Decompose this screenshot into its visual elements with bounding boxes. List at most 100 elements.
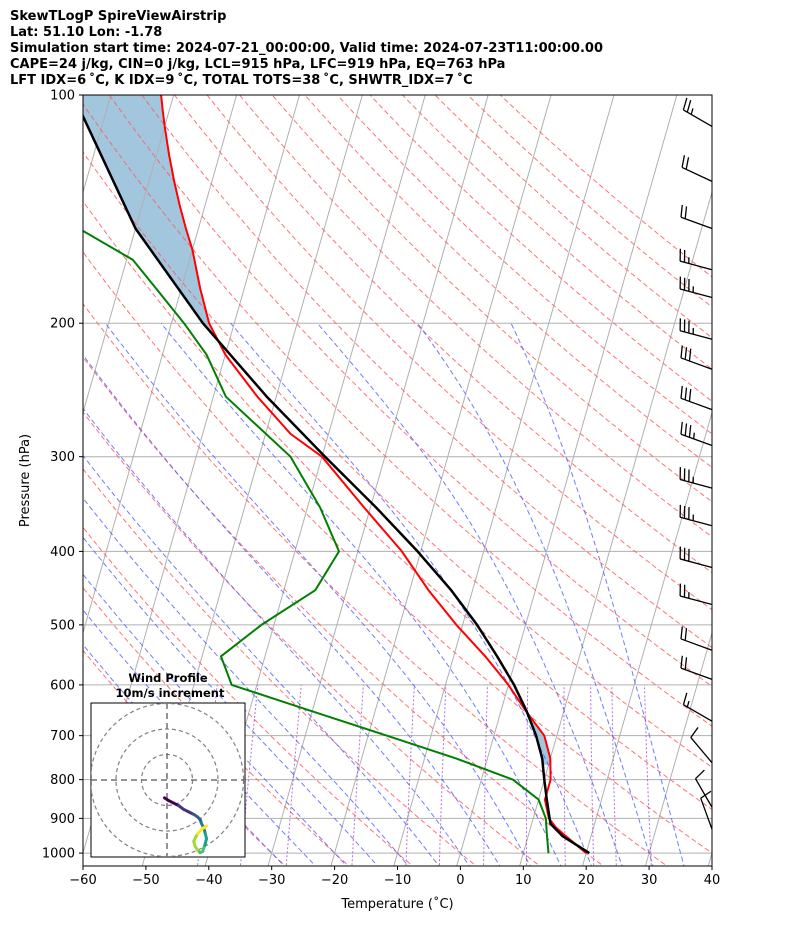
- barb-flag: [682, 692, 688, 705]
- x-tick-label: 30: [641, 873, 658, 888]
- isotherm: [581, 410, 712, 866]
- x-tick-label: −40: [195, 873, 222, 888]
- moist-adiabat: [83, 573, 348, 866]
- barb-flag: [680, 385, 683, 399]
- barb-half-flag: [693, 432, 695, 439]
- isotherm: [393, 95, 615, 866]
- moist-adiabat: [83, 354, 501, 866]
- hodograph-subtitle: 10m/s increment: [116, 686, 225, 700]
- x-tick-label: 10: [515, 873, 532, 888]
- barb-flag: [690, 727, 699, 738]
- wind-barb: [682, 692, 713, 722]
- barb-staff: [679, 558, 713, 569]
- barb-flag: [684, 206, 688, 219]
- dry-adiabat: [108, 95, 712, 687]
- dry-adiabat: [206, 95, 712, 574]
- isotherm: [83, 95, 175, 415]
- dry-adiabat: [173, 95, 712, 611]
- barb-staff: [679, 595, 713, 606]
- indices-line-1: CAPE=24 j/kg, CIN=0 j/kg, LCL=915 hPa, L…: [10, 57, 506, 72]
- barb-staff: [679, 330, 713, 340]
- barb-flag: [680, 421, 683, 435]
- mixing-ratio-line: [351, 684, 364, 866]
- cape-area: [83, 95, 551, 765]
- x-tick-label: 0: [456, 873, 464, 888]
- isotherm: [83, 95, 238, 635]
- wind-barb: [679, 583, 713, 606]
- dry-adiabat: [83, 356, 605, 866]
- moist-adiabat: [83, 536, 379, 866]
- simulation-time-line: Simulation start time: 2024-07-21_00:00:…: [10, 41, 603, 56]
- barb-staff: [680, 638, 713, 651]
- barb-staff: [679, 288, 713, 299]
- dry-adiabat: [83, 251, 712, 854]
- wind-barb: [680, 385, 713, 411]
- isotherm: [456, 95, 678, 866]
- dry-adiabat: [336, 95, 712, 435]
- x-tick-label: 20: [578, 873, 595, 888]
- indices-line-2: LFT IDX=6 ˚C, K IDX=9 ˚C, TOTAL TOTS=38 …: [10, 73, 473, 88]
- barb-flag: [688, 424, 692, 438]
- x-tick-label: −30: [258, 873, 285, 888]
- mixing-ratio-line: [438, 684, 447, 866]
- moist-adiabat: [510, 322, 685, 866]
- barb-flag: [684, 423, 688, 436]
- y-axis-label: Pressure (hPa): [18, 434, 33, 527]
- wind-barbs: [679, 97, 713, 830]
- dry-adiabat: [434, 95, 712, 339]
- y-tick-label: 500: [50, 618, 75, 633]
- wind-barb: [679, 248, 713, 271]
- mixing-ratio-line: [590, 684, 595, 866]
- wind-barb: [679, 467, 713, 489]
- moist-adiabat: [230, 322, 592, 866]
- barb-flag: [684, 657, 688, 670]
- dry-adiabat: [83, 302, 668, 866]
- barb-staff: [683, 109, 713, 127]
- wind-barb: [690, 727, 713, 764]
- isotherm: [519, 190, 712, 866]
- barb-staff: [690, 737, 713, 764]
- barb-staff: [679, 478, 713, 489]
- barb-half-flag: [690, 108, 694, 115]
- barb-flag: [684, 387, 688, 400]
- barb-staff: [679, 260, 713, 271]
- barb-staff: [680, 397, 713, 411]
- wind-barb: [679, 318, 713, 340]
- y-tick-label: 900: [50, 812, 75, 827]
- hodograph-segment: [201, 824, 209, 830]
- dewpoint-line: [83, 229, 550, 854]
- wind-barb: [680, 421, 713, 447]
- y-tick-label: 200: [50, 317, 75, 332]
- y-tick-label: 300: [50, 450, 75, 465]
- barb-staff: [700, 797, 713, 830]
- axes: −60 −50 −40 −30 −20 −10 0 10 20 30 40 100 200 300 400 5…: [18, 89, 720, 913]
- moist-adiabat: [83, 609, 317, 866]
- temperature-line: [160, 95, 587, 854]
- y-tick-label: 600: [50, 678, 75, 693]
- x-tick-label: −20: [321, 873, 348, 888]
- wind-barb: [681, 155, 713, 182]
- barb-flag: [695, 769, 705, 780]
- barb-flag: [680, 204, 683, 218]
- dry-adiabat: [83, 200, 712, 811]
- barb-half-flag: [686, 700, 690, 708]
- wind-barb: [679, 276, 713, 299]
- y-tick-label: 100: [50, 89, 75, 104]
- wind-barb: [679, 504, 713, 527]
- barb-flag: [680, 655, 683, 669]
- y-tick-label: 400: [50, 545, 75, 560]
- dry-adiabat: [83, 151, 712, 768]
- barb-flag: [680, 626, 683, 639]
- dry-adiabat: [304, 95, 712, 469]
- barb-staff: [681, 166, 713, 182]
- moist-adiabat: [83, 407, 471, 866]
- parcel-line: [83, 113, 590, 855]
- barb-staff: [683, 704, 713, 722]
- dry-adiabat: [499, 95, 712, 278]
- barb-staff: [679, 516, 713, 527]
- dry-adiabat: [466, 95, 712, 308]
- wind-barb: [679, 546, 713, 569]
- barb-flag: [682, 97, 688, 111]
- wind-barb: [700, 790, 713, 830]
